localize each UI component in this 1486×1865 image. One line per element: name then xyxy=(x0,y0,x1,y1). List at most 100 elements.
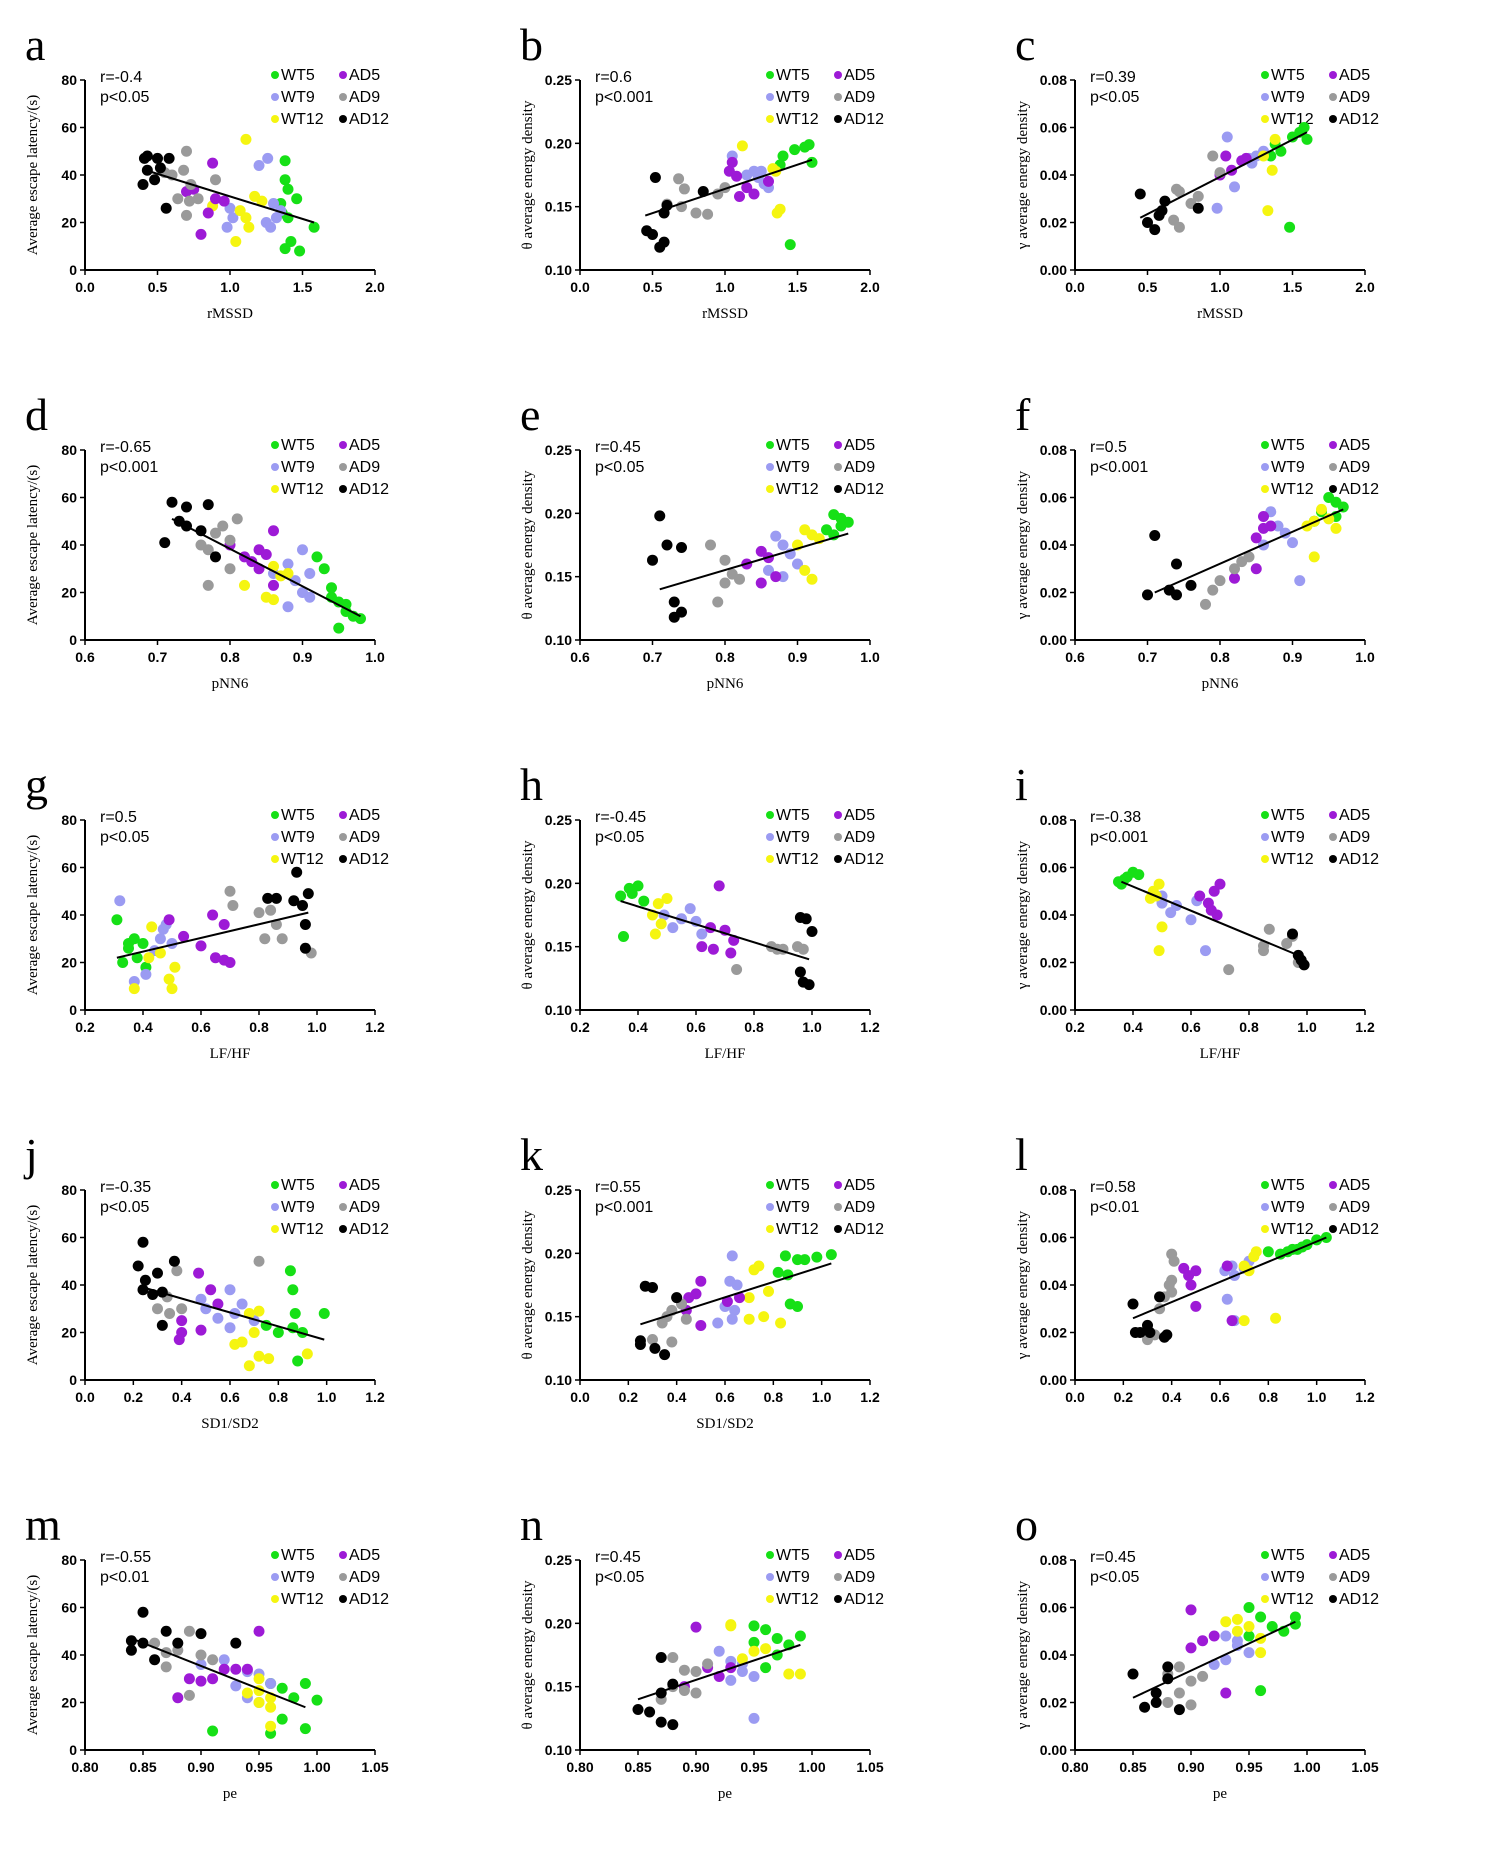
x-tick-label: 0.4 xyxy=(133,1019,153,1035)
data-point-wt9 xyxy=(696,928,708,940)
data-point-ad12 xyxy=(152,1267,163,1279)
y-tick-label: 40 xyxy=(61,1277,77,1293)
panel-letter: h xyxy=(520,759,543,810)
legend-label-ad9: AD9 xyxy=(349,1569,380,1586)
legend-marker-wt9 xyxy=(1261,1573,1269,1581)
legend-marker-ad5 xyxy=(834,811,842,819)
data-point-wt9 xyxy=(726,1250,738,1262)
trend-line xyxy=(131,1637,306,1709)
legend-marker-ad5 xyxy=(339,811,347,819)
data-point-wt12 xyxy=(1270,1312,1282,1324)
data-point-ad5 xyxy=(1214,878,1226,890)
x-tick-label: 0.8 xyxy=(764,1389,784,1405)
y-tick-label: 60 xyxy=(61,1600,77,1616)
legend-marker-wt9 xyxy=(271,1573,279,1581)
y-tick-label: 0.00 xyxy=(1040,262,1067,278)
y-axis-label: γ average energy density xyxy=(1015,1580,1031,1730)
scatter-panel-o: o 0.00 0.02 0.04 0.06 0.08 0.80 0.85 0.90 0.95 1.0… xyxy=(1005,1499,1475,1865)
trend-line xyxy=(640,1262,832,1326)
data-point-ad9 xyxy=(171,1265,183,1277)
data-point-ad9 xyxy=(253,907,265,919)
y-tick-label: 0.10 xyxy=(545,632,572,648)
data-point-ad9 xyxy=(690,1665,702,1677)
data-point-wt9 xyxy=(777,539,789,551)
data-point-ad12 xyxy=(210,551,221,563)
data-point-ad12 xyxy=(649,1342,661,1354)
p-value: p<0.05 xyxy=(595,829,644,846)
legend-label-ad5: AD5 xyxy=(844,1177,875,1194)
data-point-ad12 xyxy=(1127,1298,1139,1310)
p-value: p<0.001 xyxy=(595,89,653,106)
x-axis-label: pNN6 xyxy=(212,676,249,692)
data-point-ad5 xyxy=(755,577,767,589)
p-value: p<0.05 xyxy=(1090,89,1139,106)
data-point-ad12 xyxy=(1153,209,1165,221)
data-point-ad9 xyxy=(176,1303,188,1315)
data-point-wt9 xyxy=(770,530,782,542)
data-point-ad9 xyxy=(690,1687,702,1699)
y-tick-label: 80 xyxy=(61,812,77,828)
panel-letter: m xyxy=(25,1499,61,1550)
legend-label-wt9: WT9 xyxy=(1271,1569,1305,1586)
y-tick-label: 0.25 xyxy=(545,812,572,828)
legend-label-ad12: AD12 xyxy=(1339,851,1379,868)
data-point-ad12 xyxy=(667,1719,679,1731)
data-point-wt9 xyxy=(224,1284,236,1296)
data-point-ad12 xyxy=(803,979,815,991)
data-point-ad5 xyxy=(695,1275,707,1287)
legend-marker-ad5 xyxy=(1329,441,1337,449)
y-tick-label: 20 xyxy=(61,1325,77,1341)
data-point-ad12 xyxy=(291,866,303,878)
legend-marker-wt9 xyxy=(271,833,279,841)
data-point-ad9 xyxy=(253,1255,265,1267)
data-point-ad5 xyxy=(690,1621,702,1633)
chart-g: g 0 20 40 60 80 0.2 0.4 0.6 0.8 1.0 1.2 LF/HF Average… xyxy=(25,759,389,1062)
data-point-ad5 xyxy=(178,930,190,942)
y-tick-label: 0.10 xyxy=(545,262,572,278)
legend-label-ad9: AD9 xyxy=(349,459,380,476)
data-point-wt9 xyxy=(212,1312,224,1324)
data-point-wt9 xyxy=(729,1304,741,1316)
data-point-wt5 xyxy=(1255,1685,1267,1697)
y-tick-label: 0.25 xyxy=(545,442,572,458)
data-point-ad12 xyxy=(634,1339,646,1351)
x-tick-label: 1.00 xyxy=(1293,1759,1320,1775)
y-tick-label: 0.02 xyxy=(1040,215,1067,231)
legend-marker-wt9 xyxy=(766,1203,774,1211)
legend-label-wt9: WT9 xyxy=(281,1569,315,1586)
x-tick-label: 0.8 xyxy=(269,1389,289,1405)
y-tick-label: 0.06 xyxy=(1040,1230,1067,1246)
data-point-wt12 xyxy=(763,1285,774,1297)
legend-label-ad12: AD12 xyxy=(349,851,389,868)
data-point-ad5 xyxy=(218,195,230,207)
y-tick-label: 0.20 xyxy=(545,505,572,521)
y-tick-label: 0.06 xyxy=(1040,490,1067,506)
data-point-ad12 xyxy=(125,1635,137,1647)
y-tick-label: 40 xyxy=(61,907,77,923)
data-point-wt12 xyxy=(253,1697,265,1708)
panel-letter: o xyxy=(1015,1499,1038,1550)
data-point-wt9 xyxy=(268,198,279,209)
legend-marker-wt9 xyxy=(1261,93,1269,101)
legend-marker-wt5 xyxy=(766,811,774,819)
data-point-wt12 xyxy=(241,1687,253,1699)
data-point-ad12 xyxy=(288,895,300,907)
data-point-ad5 xyxy=(763,175,774,187)
data-point-wt5 xyxy=(748,1636,760,1648)
y-tick-label: 60 xyxy=(61,860,77,876)
legend-marker-ad9 xyxy=(1329,1203,1337,1211)
data-point-ad9 xyxy=(1214,575,1226,587)
legend-label-ad12: AD12 xyxy=(349,1591,389,1608)
data-point-ad12 xyxy=(655,1652,667,1664)
p-value: p<0.001 xyxy=(595,1199,653,1216)
data-point-wt9 xyxy=(1200,945,1211,957)
data-point-wt12 xyxy=(775,1317,787,1329)
x-tick-label: 0.4 xyxy=(1162,1389,1182,1405)
legend-label-wt5: WT5 xyxy=(776,807,810,824)
data-point-wt5 xyxy=(299,1678,311,1689)
legend-marker-wt5 xyxy=(1261,441,1269,449)
x-tick-label: 0.8 xyxy=(715,649,735,665)
trend-line xyxy=(637,1643,801,1701)
x-tick-label: 0.4 xyxy=(1123,1019,1143,1035)
